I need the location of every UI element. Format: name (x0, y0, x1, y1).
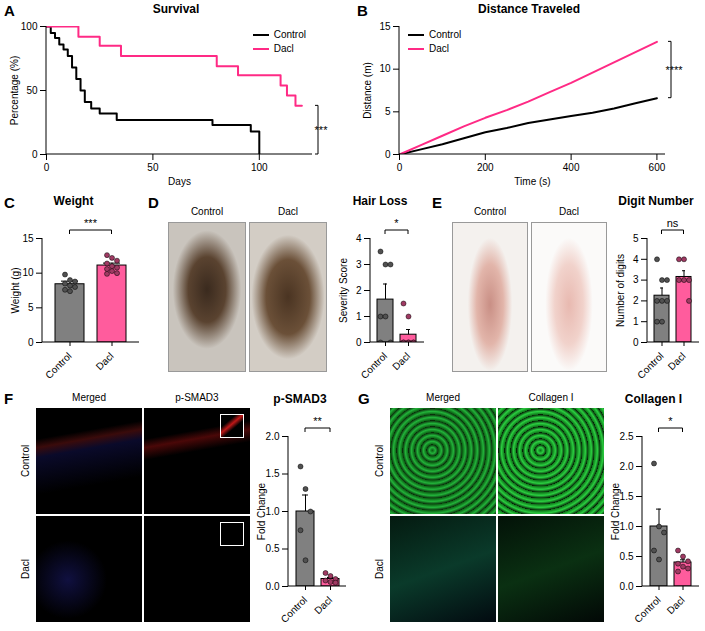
svg-text:2: 2 (356, 285, 362, 296)
svg-text:Dacl: Dacl (666, 350, 688, 372)
svg-text:0.5: 0.5 (620, 551, 634, 562)
html-text:Hair Loss: Hair Loss (352, 194, 408, 208)
svg-text:**: ** (313, 415, 322, 427)
html-text:B: B (357, 2, 368, 19)
svg-text:0: 0 (32, 149, 38, 160)
svg-text:Weight (g): Weight (g) (10, 268, 21, 314)
svg-text:*: * (668, 415, 673, 427)
html-text:Dacl: Dacl (273, 43, 294, 54)
html-text:Control: Control (190, 206, 224, 217)
svg-text:ns: ns (667, 217, 679, 229)
svg-text:2.5: 2.5 (620, 431, 634, 442)
svg-text:Control: Control (359, 350, 390, 381)
html-text:p-SMAD3: p-SMAD3 (273, 392, 327, 406)
svg-text:Percentage (%): Percentage (%) (9, 56, 20, 125)
svg-text:100: 100 (21, 21, 38, 32)
svg-text:2.0: 2.0 (620, 461, 634, 472)
svg-text:0: 0 (397, 162, 403, 173)
svg-text:2.0: 2.0 (266, 431, 280, 442)
html-text:Weight: Weight (53, 194, 94, 208)
html-text:Control: Control (20, 444, 31, 478)
svg-text:0: 0 (385, 149, 391, 160)
svg-text:3: 3 (633, 274, 639, 285)
svg-text:1.5: 1.5 (266, 468, 280, 479)
html-text:Digit Number: Digit Number (618, 194, 694, 208)
svg-text:1.0: 1.0 (620, 521, 634, 532)
svg-text:4: 4 (356, 233, 362, 244)
html-text:Survival: Survival (152, 2, 200, 16)
html-text:F: F (4, 390, 14, 407)
svg-text:Control: Control (43, 350, 74, 381)
html-text:D: D (148, 194, 159, 211)
html-text:Dacl: Dacl (20, 559, 31, 579)
svg-text:3: 3 (356, 259, 362, 270)
svg-text:4: 4 (633, 254, 639, 265)
svg-text:100: 100 (251, 162, 268, 173)
svg-text:Dacl: Dacl (665, 594, 687, 616)
html-text:C: C (4, 194, 15, 211)
svg-text:1.5: 1.5 (620, 491, 634, 502)
svg-text:10: 10 (22, 267, 34, 278)
html-text:Control: Control (374, 444, 385, 478)
svg-text:Control: Control (279, 594, 310, 625)
html-text:Distance Traveled: Distance Traveled (478, 2, 580, 16)
html-text:A: A (4, 2, 15, 19)
svg-text:5: 5 (385, 106, 391, 117)
svg-text:15: 15 (22, 233, 34, 244)
html-text:Control: Control (473, 206, 507, 217)
svg-text:50: 50 (26, 85, 38, 96)
svg-text:Distance (m): Distance (m) (362, 62, 373, 119)
svg-text:5: 5 (28, 302, 34, 313)
svg-text:***: *** (315, 124, 329, 136)
svg-text:Dacl: Dacl (390, 350, 412, 372)
svg-text:Time (s): Time (s) (514, 176, 550, 187)
svg-text:Number of digits: Number of digits (615, 254, 626, 327)
html-text:Control: Control (273, 29, 306, 40)
svg-text:Fold Change: Fold Change (256, 482, 267, 540)
svg-text:0.5: 0.5 (266, 543, 280, 554)
svg-text:0: 0 (44, 162, 50, 173)
html-text:Merged: Merged (426, 392, 460, 403)
svg-text:0.0: 0.0 (266, 581, 280, 592)
html-text:p-SMAD3: p-SMAD3 (175, 392, 219, 403)
svg-text:****: **** (665, 64, 683, 76)
html-text:Collagen I: Collagen I (528, 392, 574, 403)
svg-text:1: 1 (356, 311, 362, 322)
html-text:Collagen I: Collagen I (624, 392, 683, 406)
svg-text:10: 10 (379, 63, 391, 74)
html-text:Dacl: Dacl (374, 559, 385, 579)
svg-text:Dacl: Dacl (94, 350, 116, 372)
html-text:E: E (432, 194, 442, 211)
html-text:Merged: Merged (72, 392, 106, 403)
svg-text:Control: Control (632, 594, 663, 625)
svg-text:0: 0 (28, 337, 34, 348)
svg-text:50: 50 (147, 162, 159, 173)
svg-text:*: * (394, 217, 399, 229)
html-text:Dacl: Dacl (429, 43, 449, 54)
svg-text:***: *** (84, 217, 98, 229)
svg-text:2: 2 (633, 295, 639, 306)
svg-text:0: 0 (633, 337, 639, 348)
svg-text:Severity Score: Severity Score (338, 258, 349, 323)
html-text:Dacl: Dacl (559, 206, 579, 217)
svg-text:Dacl: Dacl (312, 594, 334, 616)
svg-text:200: 200 (477, 162, 494, 173)
svg-text:Control: Control (635, 350, 666, 381)
html-text:Dacl: Dacl (278, 206, 298, 217)
svg-text:Days: Days (168, 176, 191, 187)
svg-text:400: 400 (563, 162, 580, 173)
svg-text:1: 1 (633, 316, 639, 327)
svg-text:0.0: 0.0 (620, 581, 634, 592)
svg-text:0: 0 (356, 337, 362, 348)
svg-text:15: 15 (379, 21, 391, 32)
svg-text:1.0: 1.0 (266, 506, 280, 517)
svg-text:600: 600 (649, 162, 666, 173)
html-text:Control: Control (429, 29, 462, 40)
svg-text:Fold Change: Fold Change (610, 482, 621, 540)
html-text:G: G (358, 390, 370, 407)
svg-text:5: 5 (633, 233, 639, 244)
